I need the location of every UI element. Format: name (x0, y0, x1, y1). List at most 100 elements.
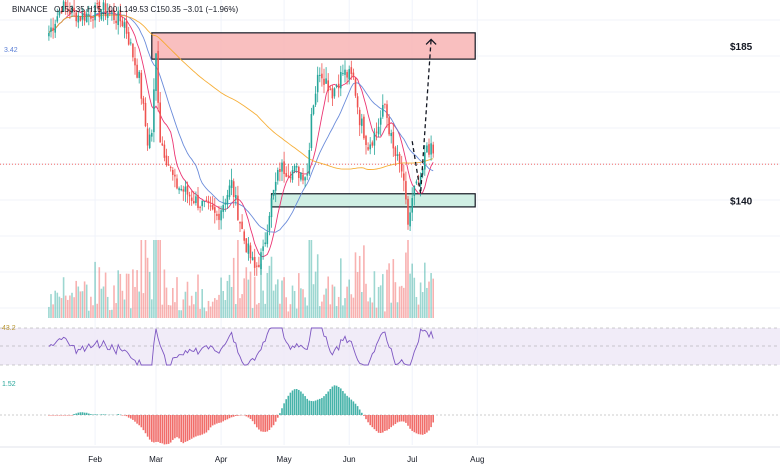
volume-bar (164, 269, 166, 318)
macd-bar (168, 415, 170, 444)
candle (332, 85, 334, 106)
candle-body (323, 79, 325, 85)
candle (342, 65, 344, 76)
candle (428, 139, 430, 158)
macd-bar (304, 396, 306, 415)
volume-bar (369, 298, 371, 318)
volume-bar (281, 281, 283, 318)
volume-bar (185, 292, 187, 318)
volume-bar (48, 307, 50, 318)
candle-body (96, 3, 98, 4)
candle (185, 181, 187, 202)
volume-bar (298, 273, 300, 318)
volume-bar (220, 278, 222, 318)
macd-bar (204, 415, 206, 434)
candle-body (220, 210, 222, 220)
candle (48, 26, 50, 41)
macd-bar (315, 401, 317, 415)
macd-bar (105, 414, 107, 415)
macd-bar (134, 415, 136, 422)
volume-bar (231, 287, 233, 318)
volume-bar (390, 303, 392, 318)
volume-bar (363, 245, 365, 318)
volume-bar (82, 291, 84, 318)
volume-bar (365, 284, 367, 318)
volume-bar (67, 300, 69, 318)
volume-bar (273, 291, 275, 318)
volume-bar (313, 284, 315, 318)
volume-bar (92, 305, 94, 318)
macd-bar (388, 415, 390, 429)
candle-body (353, 73, 355, 77)
candle (369, 137, 371, 154)
candle (405, 172, 407, 205)
header-ohlc: O153.35 H15_.00 L149.53 C150.35 −3.01 (−… (54, 5, 238, 14)
candle-body (327, 80, 329, 91)
macd-bar (153, 415, 155, 442)
volume-bar (78, 287, 80, 318)
x-tick-label: Jun (343, 455, 356, 464)
macd-bar (267, 415, 269, 431)
volume-bar (157, 240, 159, 318)
macd-bar (298, 390, 300, 415)
candle (159, 92, 161, 143)
volume-bar (204, 308, 206, 318)
candle-body (216, 214, 218, 216)
volume-bar (414, 278, 416, 318)
volume-bar (243, 278, 245, 318)
macd-bar (260, 415, 262, 431)
candle-body (397, 154, 399, 156)
candle-body (361, 119, 363, 126)
volume-bar (393, 259, 395, 318)
macd-bar (409, 415, 411, 429)
candle (231, 169, 233, 195)
candle-body (88, 14, 90, 15)
candle-body (54, 24, 56, 33)
volume-bar (212, 302, 214, 318)
candle-body (330, 89, 332, 90)
macd-bar (313, 401, 315, 415)
candle-body (164, 145, 166, 158)
candle (126, 10, 128, 39)
candle-body (237, 196, 239, 220)
candle (80, 16, 82, 22)
candle-body (428, 144, 430, 155)
volume-bar (159, 240, 161, 318)
candle-body (189, 195, 191, 197)
candle-body (414, 186, 416, 196)
macd-bar (306, 399, 308, 415)
macd-bar (222, 415, 224, 421)
volume-bar (395, 282, 397, 318)
volume-bar (193, 304, 195, 318)
candle (336, 84, 338, 88)
volume-bar (384, 311, 386, 318)
macd-bar (351, 400, 353, 415)
macd-bar (363, 415, 365, 416)
volume-bar (380, 285, 382, 318)
candle-body (378, 127, 380, 135)
volume-bar (418, 305, 420, 318)
candle-body (380, 118, 382, 125)
volume-bar (319, 306, 321, 318)
volume-bar (176, 277, 178, 318)
macd-bar (302, 394, 304, 415)
macd-bar (227, 415, 229, 419)
macd-bar (155, 415, 157, 442)
volume-bar (54, 291, 56, 318)
volume-bar (344, 298, 346, 318)
candle-body (409, 212, 411, 226)
macd-bar (411, 415, 413, 431)
candle (210, 197, 212, 211)
volume-bar (111, 310, 113, 318)
macd-bar (147, 415, 149, 437)
volume-bar (317, 254, 319, 318)
volume-bar (122, 291, 124, 318)
candle-body (204, 201, 206, 202)
macd-bar (252, 415, 254, 421)
volume-bar (208, 301, 210, 318)
candle-body (348, 69, 350, 79)
macd-bar (136, 415, 138, 424)
volume-bar (149, 272, 151, 318)
